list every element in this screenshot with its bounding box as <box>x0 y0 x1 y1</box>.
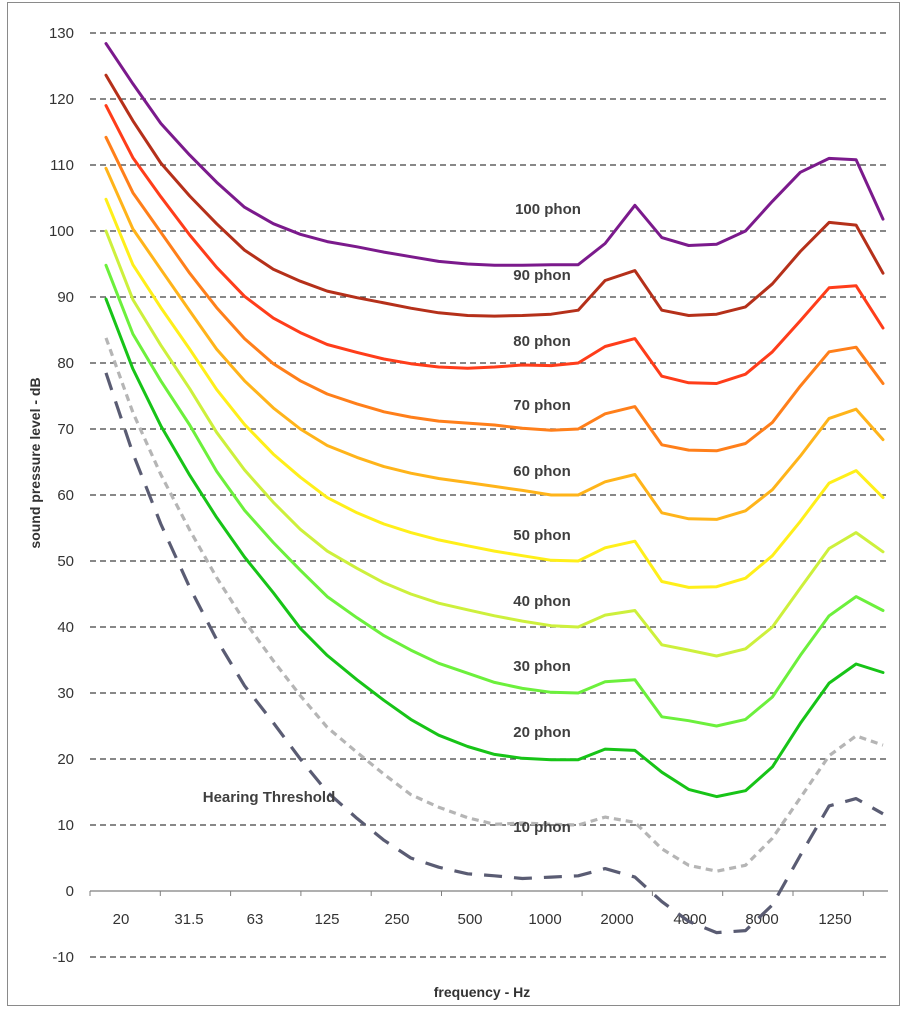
x-tick-label: 125 <box>314 911 339 928</box>
y-tick-label: 50 <box>57 553 74 570</box>
y-tick-label: 130 <box>49 25 74 42</box>
y-tick-label: 110 <box>50 157 74 174</box>
y-tick-label: 0 <box>66 883 74 900</box>
series-line-30-phon <box>104 263 885 728</box>
y-tick-label: 100 <box>49 223 74 240</box>
curve-label: 50 phon <box>513 527 571 544</box>
curve-label: 10 phon <box>513 819 571 836</box>
series-line-70-phon <box>104 135 885 453</box>
series-lines <box>104 42 885 935</box>
y-axis-ticks: -10 0 10 20 30 40 50 60 70 80 90 100 110 120 130 <box>49 25 74 966</box>
y-tick-label: 40 <box>57 619 74 636</box>
y-tick-label: 20 <box>57 751 74 768</box>
curve-label: 80 phon <box>513 333 571 350</box>
curve-labels: 100 phon 90 phon 80 phon 70 phon 60 phon 50 p… <box>203 201 581 836</box>
x-tick-label: 20 <box>113 911 130 928</box>
x-tick-label: 4000 <box>673 911 706 928</box>
x-tick-label: 1250 <box>818 911 851 928</box>
y-tick-label: -10 <box>52 949 74 966</box>
chart-frame <box>7 2 900 1006</box>
series-line-60-phon <box>104 166 885 521</box>
y-tick-label: 70 <box>57 421 74 438</box>
x-tick-label: 500 <box>457 911 482 928</box>
series-line-40-phon <box>104 229 885 658</box>
x-tick-label: 63 <box>247 911 264 928</box>
y-tick-label: 10 <box>57 817 74 834</box>
x-tick-label: 31.5 <box>174 911 203 928</box>
series-line-80-phon <box>104 104 885 385</box>
curve-label: 100 phon <box>515 201 581 218</box>
gridlines <box>89 32 888 958</box>
series-line-50-phon <box>104 197 885 589</box>
curve-label: 70 phon <box>513 397 571 414</box>
y-tick-label: 60 <box>57 487 74 504</box>
curve-label: 20 phon <box>513 724 571 741</box>
curve-label: 30 phon <box>513 658 571 675</box>
series-line-100-phon <box>104 42 885 267</box>
x-tick-label: 1000 <box>528 911 561 928</box>
y-tick-label: 80 <box>57 355 74 372</box>
x-tick-label: 250 <box>384 911 409 928</box>
y-axis-title: sound pressure level - dB <box>27 377 43 548</box>
series-line-10-phon <box>104 337 884 873</box>
curve-label: Hearing Threshold <box>203 789 336 806</box>
y-tick-label: 90 <box>57 289 74 306</box>
x-tick-label: 2000 <box>600 911 633 928</box>
y-tick-label: 120 <box>49 91 74 108</box>
curve-label: 60 phon <box>513 463 571 480</box>
y-tick-label: 30 <box>57 685 74 702</box>
x-axis-ticks: 20 31.5 63 125 250 500 1000 2000 4000 8000 1250 <box>113 911 852 928</box>
curve-label: 90 phon <box>513 267 571 284</box>
series-line-hearing-threshold <box>104 372 884 935</box>
curve-label: 40 phon <box>513 593 571 610</box>
x-tick-label: 8000 <box>745 911 778 928</box>
series-line-90-phon <box>104 73 885 318</box>
x-axis-title: frequency - Hz <box>434 984 530 1000</box>
series-line-20-phon <box>104 297 885 799</box>
